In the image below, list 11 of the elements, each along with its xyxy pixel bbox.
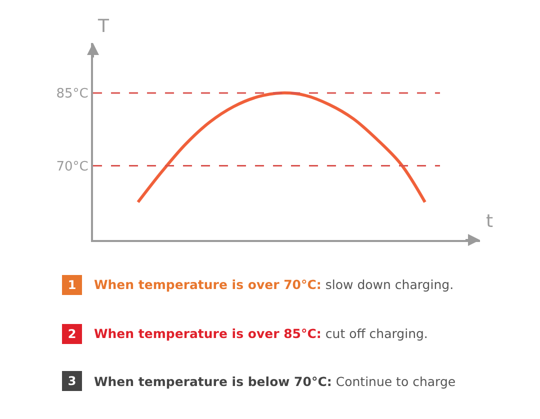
- text: When temperature is over 85°C: cut off charging.: [94, 326, 428, 341]
- text: When temperature is over 70°C: slow down charging.: [94, 277, 454, 292]
- text: 3: [68, 374, 76, 388]
- x-axis-title: t: [486, 211, 494, 232]
- y-tick-label: 85°C: [56, 86, 88, 102]
- line-series: [136, 91, 426, 204]
- y-tick-label: 70°C: [56, 159, 88, 174]
- text: When temperature is below 70°C: Continue to charge: [94, 374, 456, 389]
- text: 1: [68, 278, 76, 292]
- text: 2: [68, 327, 76, 341]
- y-axis-title: T: [97, 16, 110, 37]
